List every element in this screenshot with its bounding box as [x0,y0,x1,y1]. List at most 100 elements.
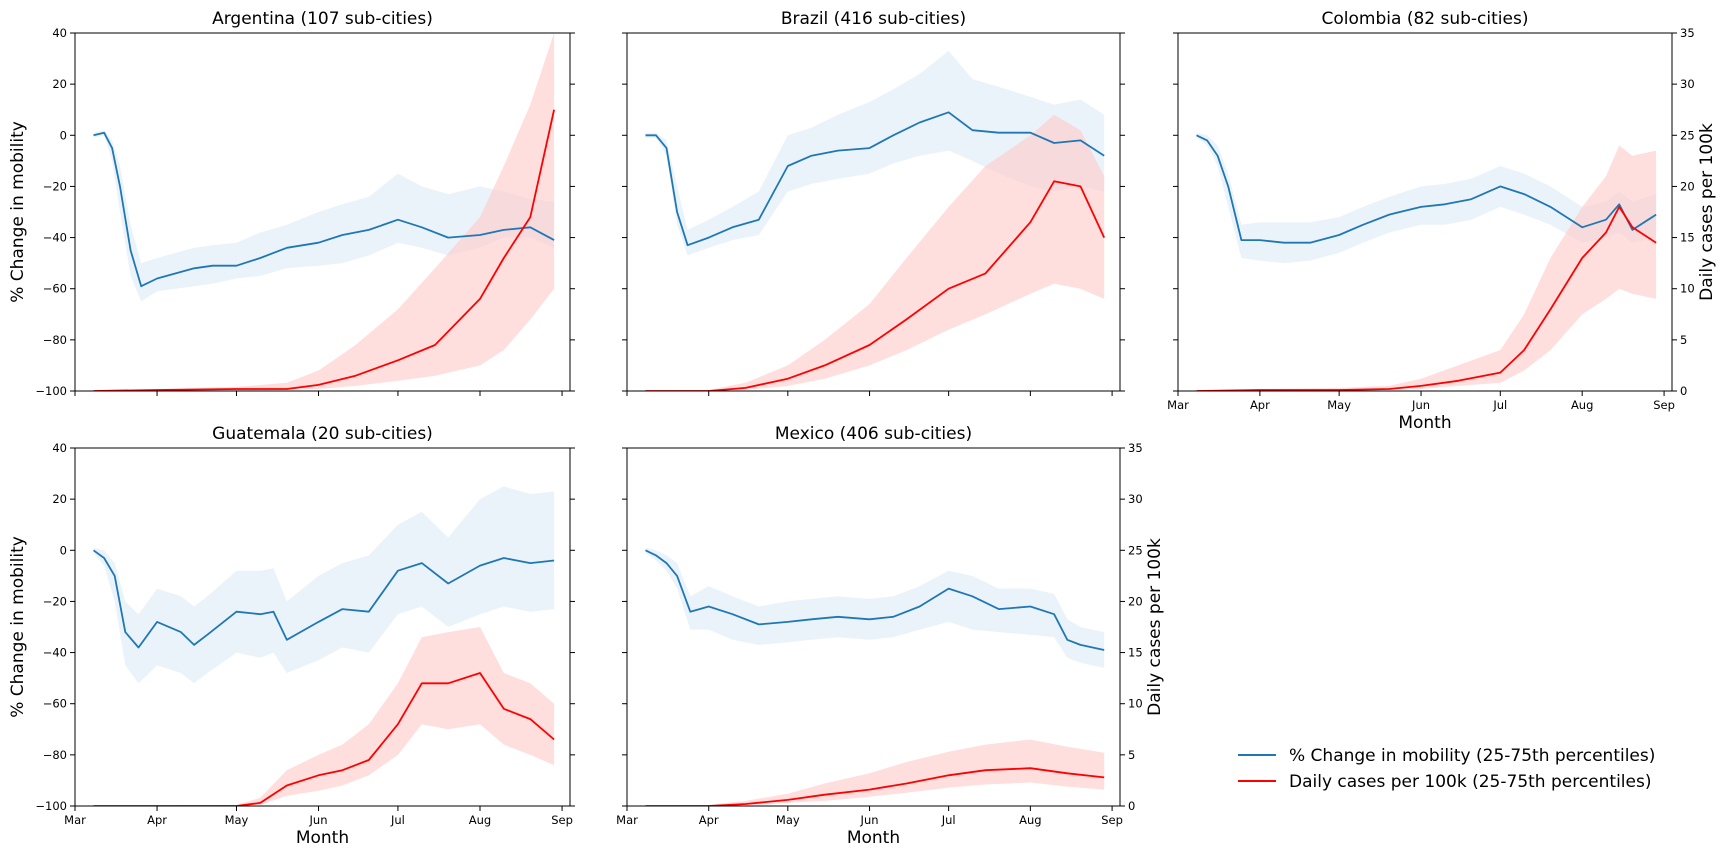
panel-1: 40 20 0 −20 −40 −60 −80 −100 Argentina (107 sub-… [8,9,575,398]
y-axis-label-left: % Change in mobility [8,536,28,718]
panel-2: Brazil (416 sub-cities) [622,9,1125,396]
y-tick-label-left: −40 [43,231,67,245]
y-tick-label-left: 40 [52,26,67,40]
cases-line [645,180,1106,391]
y-axis-label-left: % Change in mobility [8,121,28,303]
plot-frame [74,447,571,807]
y-tick-label-left: −80 [43,748,67,762]
x-tick-label: May [1327,398,1351,412]
x-tick-label: Mar [1167,398,1189,412]
y-tick-label-left: 20 [52,492,67,506]
y-tick-label-left: −20 [43,594,67,608]
y-tick-label-right: 0 [1680,384,1687,398]
cases-line [93,672,555,806]
x-tick-label: Apr [699,813,719,827]
mobility-line [1196,134,1657,244]
plot-frame [74,32,571,392]
panel-title: Colombia (82 sub-cities) [1322,9,1529,29]
y-tick-label-right: 30 [1128,492,1143,506]
panel-title: Argentina (107 sub-cities) [212,9,433,29]
mobility-band [645,50,1105,256]
x-tick-label: Aug [1571,398,1593,412]
cases-band [93,627,555,806]
y-axis-label-right: Daily cases per 100k [1145,538,1165,716]
y-tick-label-left: −60 [43,282,67,296]
x-tick-label: Jun [1411,398,1430,412]
mobility-line [645,111,1105,247]
plot-frame [1177,32,1673,392]
y-tick-label-left: 40 [52,441,67,455]
y-tick-label-right: 5 [1128,748,1135,762]
y-tick-label-right: 30 [1680,77,1695,91]
cases-line [645,767,1105,806]
y-tick-label-right: 10 [1680,282,1695,296]
x-tick-label: Sep [1653,398,1675,412]
cases-band [645,114,1105,391]
y-tick-label-left: −100 [35,799,67,813]
y-tick-label-left: −60 [43,697,67,711]
y-tick-label-left: −20 [43,179,67,193]
y-tick-label-left: −80 [43,333,67,347]
cases-line [1196,205,1657,391]
y-tick-label-left: −100 [35,384,67,398]
plot-area [93,33,555,391]
y-tick-label-right: 20 [1680,179,1695,193]
mobility-band [1196,132,1657,264]
y-tick-label-left: −40 [43,646,67,660]
y-tick-label-left: 0 [60,128,67,142]
x-tick-label: Jul [941,813,956,827]
x-tick-label: Jul [390,813,405,827]
y-tick-label-right: 5 [1680,333,1687,347]
x-tick-label: Mar [616,813,638,827]
y-tick-label-right: 25 [1128,543,1143,557]
x-tick-label: May [225,813,249,827]
x-tick-label: Aug [469,813,491,827]
y-tick-label-right: 0 [1128,799,1135,813]
panel-5: Mar Apr May Jun Jul Aug Sep 35 30 25 20 15 10 5 0 Mexic… [616,424,1165,848]
plot-area [1196,132,1657,391]
x-tick-label: Mar [64,813,86,827]
y-tick-label-right: 25 [1680,128,1695,142]
x-tick-label: Sep [551,813,573,827]
x-axis-label: Month [847,828,900,848]
y-tick-label-right: 15 [1128,646,1143,660]
legend-label-mobility: % Change in mobility (25-75th percentile… [1289,746,1655,766]
y-tick-label-right: 35 [1680,26,1695,40]
cases-band [645,739,1105,806]
x-axis-label: Month [296,828,349,848]
plot-area [92,486,555,806]
cases-band [93,33,555,391]
x-tick-label: Jun [309,813,328,827]
legend-label-cases: Daily cases per 100k (25-75th percentile… [1289,772,1651,792]
y-tick-label-left: 20 [52,77,67,91]
y-tick-label-left: 0 [60,543,67,557]
x-axis-label: Month [1398,413,1451,433]
cases-line [93,109,555,391]
y-tick-label-right: 20 [1128,594,1143,608]
plot-area [645,50,1106,391]
x-tick-label: Apr [147,813,167,827]
mobility-band [645,547,1105,668]
x-tick-label: Jun [860,813,879,827]
mobility-line [92,549,555,649]
plot-frame [626,447,1121,807]
panel-title: Brazil (416 sub-cities) [781,9,966,29]
y-tick-label-right: 35 [1128,441,1143,455]
mobility-line [93,131,555,288]
x-tick-label: May [776,813,800,827]
legend: % Change in mobility (25-75th percentile… [1238,746,1655,792]
x-tick-label: Apr [1250,398,1270,412]
y-tick-label-right: 15 [1680,231,1695,245]
x-tick-label: Aug [1019,813,1041,827]
panel-4: Mar Apr May Jun Jul Aug Sep 40 20 0 −20 −40 −60 −80 −1… [8,424,575,848]
y-tick-label-right: 10 [1128,697,1143,711]
x-tick-label: Sep [1101,813,1123,827]
panel-3: Mar Apr May Jun Jul Aug Sep 35 30 25 20 15 10 5 0 Colom… [1167,9,1717,433]
mobility-line [645,549,1105,651]
y-axis-label-right: Daily cases per 100k [1697,123,1717,301]
cases-band [1196,145,1657,391]
panel-title: Guatemala (20 sub-cities) [212,424,433,444]
mobility-band [93,130,555,302]
x-tick-label: Jul [1492,398,1507,412]
